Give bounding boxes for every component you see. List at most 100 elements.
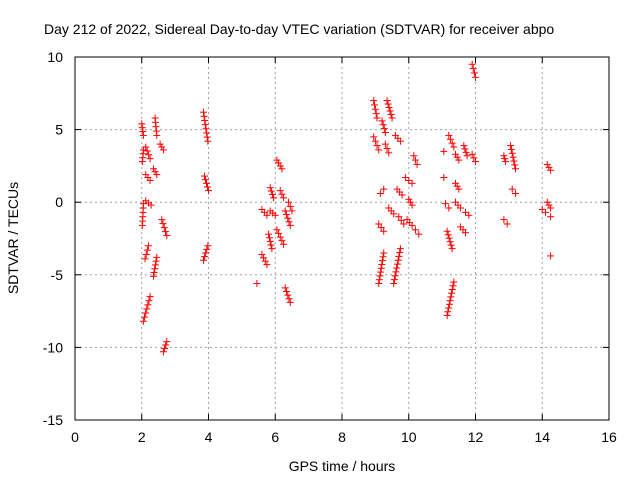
- data-point: [502, 158, 510, 166]
- data-point: [160, 224, 168, 232]
- data-point: [266, 237, 274, 245]
- data-point: [446, 238, 454, 246]
- data-point: [283, 287, 291, 295]
- data-point: [397, 216, 405, 224]
- data-point: [275, 229, 283, 237]
- data-point: [386, 107, 394, 115]
- data-point: [538, 205, 546, 213]
- data-point: [371, 105, 379, 113]
- data-point: [380, 227, 388, 235]
- data-point: [500, 216, 508, 224]
- data-point: [286, 203, 294, 211]
- data-point: [509, 153, 517, 161]
- data-point: [145, 151, 153, 159]
- x-tick-label: 8: [338, 429, 346, 445]
- data-point: [268, 190, 276, 198]
- data-point: [451, 179, 459, 187]
- data-point: [408, 201, 416, 209]
- chart-title: Day 212 of 2022, Sidereal Day-to-day VTE…: [44, 21, 554, 37]
- data-point: [142, 309, 150, 317]
- data-point: [450, 278, 458, 286]
- data-point: [543, 160, 551, 168]
- data-point: [440, 174, 448, 182]
- y-tick-labels: -15 -10 -5 0 5 10: [43, 49, 63, 428]
- data-point: [408, 179, 416, 187]
- data-point: [147, 201, 155, 209]
- data-point: [143, 305, 151, 313]
- data-point: [447, 241, 455, 249]
- data-point: [391, 272, 399, 280]
- x-tick-label: 0: [71, 429, 79, 445]
- data-point: [280, 194, 288, 202]
- data-point: [472, 158, 479, 166]
- x-tick-label: 6: [271, 429, 279, 445]
- data-point: [153, 171, 161, 179]
- data-point: [411, 226, 419, 234]
- data-point: [144, 242, 152, 250]
- data-point: [381, 129, 389, 137]
- data-point: [472, 73, 479, 81]
- data-point: [448, 139, 456, 147]
- data-point: [377, 268, 385, 276]
- data-point: [447, 293, 455, 301]
- data-point: [273, 156, 281, 164]
- data-point: [278, 237, 286, 245]
- data-point: [204, 242, 212, 250]
- data-point: [543, 198, 551, 206]
- data-point: [383, 144, 391, 152]
- data-points: [138, 60, 555, 356]
- data-point: [465, 211, 473, 219]
- data-point: [545, 163, 553, 171]
- data-point: [469, 65, 477, 73]
- data-point: [456, 204, 464, 212]
- data-point: [508, 185, 516, 193]
- data-point: [463, 152, 471, 160]
- data-point: [285, 198, 293, 206]
- data-point: [511, 161, 519, 169]
- data-point: [385, 149, 393, 157]
- data-point: [376, 272, 384, 280]
- data-point: [280, 240, 288, 248]
- x-tick-label: 10: [401, 429, 417, 445]
- data-point: [151, 265, 159, 273]
- data-point: [461, 208, 469, 216]
- data-point: [390, 280, 398, 288]
- data-point: [278, 190, 286, 198]
- data-point: [387, 110, 395, 118]
- data-point: [159, 146, 167, 154]
- data-point: [413, 160, 421, 168]
- data-point: [470, 69, 478, 77]
- data-point: [398, 191, 406, 199]
- data-point: [440, 147, 448, 155]
- data-point: [204, 137, 212, 145]
- data-point: [503, 220, 511, 228]
- grid-lines: [75, 57, 609, 420]
- data-point: [378, 260, 386, 268]
- data-point: [158, 143, 166, 151]
- data-point: [371, 137, 379, 145]
- data-point: [270, 194, 278, 202]
- data-point: [284, 291, 292, 299]
- data-point: [263, 211, 271, 219]
- data-point: [275, 159, 283, 167]
- data-point: [396, 137, 404, 145]
- data-point: [401, 174, 409, 182]
- data-point: [411, 156, 419, 164]
- data-point: [393, 264, 401, 272]
- data-point: [141, 313, 149, 321]
- data-point: [441, 200, 449, 208]
- data-point: [451, 150, 459, 158]
- data-point: [145, 297, 153, 305]
- data-point: [396, 245, 404, 253]
- data-point: [285, 295, 293, 303]
- x-tick-labels: 0 2 4 6 8 10 12 14 16: [71, 429, 617, 445]
- data-point: [286, 298, 294, 306]
- data-point: [545, 201, 553, 209]
- data-point: [139, 128, 147, 136]
- x-tick-label: 4: [205, 429, 213, 445]
- data-point: [510, 157, 518, 165]
- data-point: [385, 104, 393, 112]
- data-point: [263, 261, 271, 269]
- data-point: [384, 100, 392, 108]
- data-point: [271, 211, 279, 219]
